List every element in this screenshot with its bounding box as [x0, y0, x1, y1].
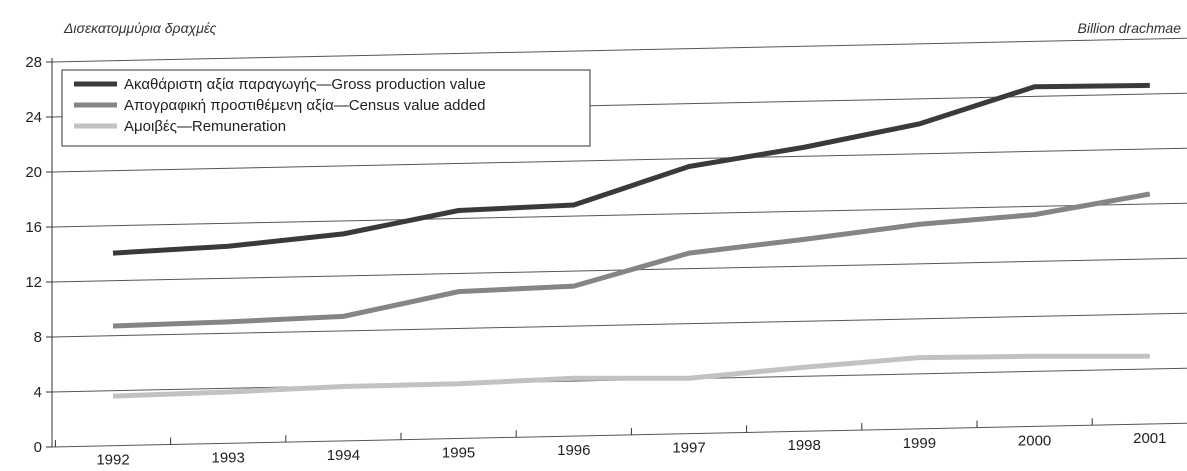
x-tick-label-1998: 1998 [788, 437, 821, 454]
x-tick-label-1992: 1992 [96, 452, 129, 469]
y-unit-label-greek: Δισεκατομμύρια δραχμές [64, 20, 217, 36]
axes [46, 58, 1093, 448]
y-tick-label: 16 [25, 219, 42, 236]
y-tick-label: 0 [34, 439, 42, 456]
gridline-0 [51, 422, 1187, 448]
legend: Ακαθάριστη αξία παραγωγής—Gross producti… [61, 69, 591, 147]
legend-entry-2: Αμοιβές—Remuneration [124, 118, 286, 135]
legend-entry-1: Απογραφική προστιθέμενη αξία—Census valu… [124, 97, 486, 114]
x-tick-label-1995: 1995 [442, 444, 475, 461]
y-tick-label: 24 [25, 109, 42, 126]
x-tick-label-1999: 1999 [903, 435, 936, 452]
y-tick-label: 4 [34, 384, 42, 401]
y-unit-label-english: Billion drachmae [1077, 20, 1182, 36]
gridline-12 [51, 257, 1187, 283]
x-tick-label-2000: 2000 [1018, 432, 1051, 449]
legend-box [61, 69, 591, 147]
x-tick-labels: 1992 1993 1994 1995 1996 1997 1998 1999 2000 2001 [96, 430, 1166, 469]
y-tick-label: 28 [25, 54, 42, 71]
legend-entry-0: Ακαθάριστη αξία παραγωγής—Gross producti… [124, 76, 486, 93]
x-tick-label-1996: 1996 [557, 442, 590, 459]
x-tick-label-1994: 1994 [327, 447, 360, 464]
gridline-8 [51, 312, 1187, 338]
series-line-2 [112, 353, 1150, 399]
series-line-0 [112, 82, 1150, 256]
gridline-16 [51, 202, 1187, 228]
y-tick-label: 8 [34, 329, 42, 346]
x-tick-label-1993: 1993 [212, 449, 245, 466]
gridline-28 [51, 37, 1187, 63]
series-lines [112, 82, 1151, 399]
x-tick-label-2001: 2001 [1133, 430, 1166, 447]
y-tick-labels: 0 4 8 12 16 20 24 28 [25, 54, 42, 456]
x-tick-label-1997: 1997 [672, 440, 705, 457]
gridline-20 [51, 147, 1187, 173]
series-line-1 [112, 191, 1151, 329]
y-tick-label: 20 [25, 164, 42, 181]
y-tick-label: 12 [25, 274, 42, 291]
